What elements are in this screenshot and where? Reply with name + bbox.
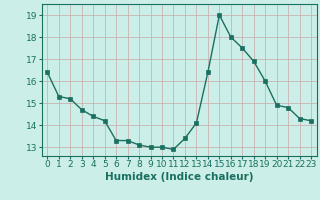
- X-axis label: Humidex (Indice chaleur): Humidex (Indice chaleur): [105, 172, 253, 182]
